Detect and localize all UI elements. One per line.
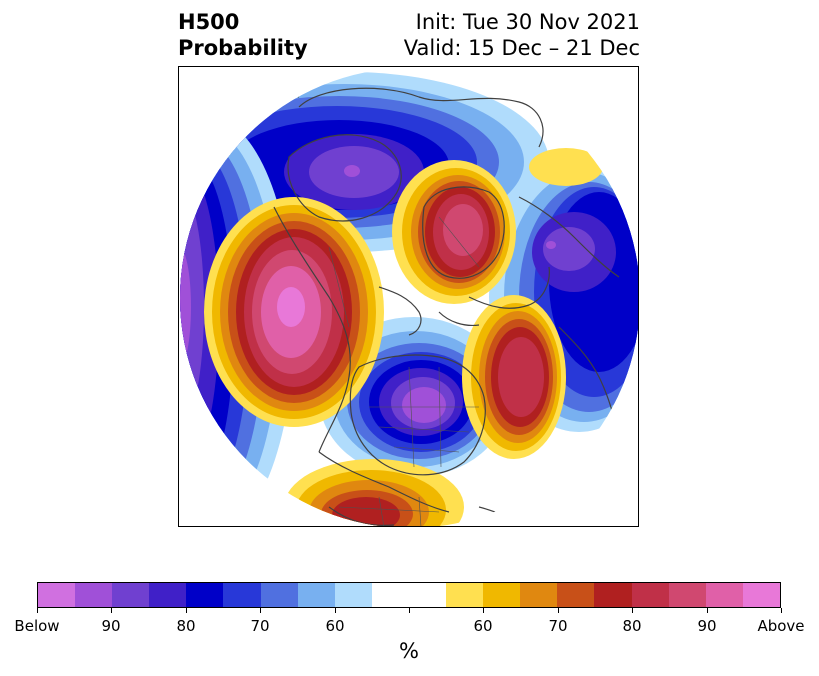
colorbar-tick (186, 608, 187, 613)
colorbar-tick-label: 60 (473, 617, 493, 635)
colorbar-segment (371, 583, 409, 607)
probability-map-svg (180, 68, 638, 526)
above-patch-northeast (529, 148, 603, 186)
colorbar-segment (112, 583, 150, 607)
above-anomaly-arctic (392, 160, 516, 304)
title-variable: H500 (178, 10, 240, 34)
map-dates: Init: Tue 30 Nov 2021 Valid: 15 Dec – 21… (404, 9, 640, 61)
colorbar-tick (632, 608, 633, 613)
above-anomaly-south (284, 459, 464, 526)
colorbar-segment (483, 583, 521, 607)
colorbar-segment (705, 583, 743, 607)
init-date: Init: Tue 30 Nov 2021 (415, 10, 640, 34)
colorbar-tick-label: 80 (176, 617, 196, 635)
colorbar-tick (409, 608, 410, 613)
colorbar-tick (483, 608, 484, 613)
colorbar-tick (111, 608, 112, 613)
map-title: H500 Probability (178, 9, 308, 61)
colorbar-segment (149, 583, 187, 607)
colorbar-tick (707, 608, 708, 613)
colorbar-tick-label: Below (14, 617, 60, 635)
colorbar-segment (557, 583, 595, 607)
colorbar-tick (335, 608, 336, 613)
valid-range: Valid: 15 Dec – 21 Dec (403, 36, 640, 60)
colorbar-segment (408, 583, 447, 607)
colorbar-tick-label: 70 (250, 617, 270, 635)
colorbar-segment (260, 583, 298, 607)
title-product: Probability (178, 36, 308, 60)
polar-map (178, 66, 639, 527)
colorbar-segment (297, 583, 335, 607)
colorbar (37, 582, 781, 608)
colorbar-tick (781, 608, 782, 613)
coastlines (238, 87, 620, 526)
colorbar-segment (520, 583, 558, 607)
colorbar-segment (334, 583, 372, 607)
colorbar-unit: % (399, 639, 419, 663)
borders (328, 216, 480, 526)
colorbar-tick (558, 608, 559, 613)
colorbar-tick-label: 80 (622, 617, 642, 635)
colorbar-segment (631, 583, 669, 607)
colorbar-tick-label: 90 (697, 617, 717, 635)
above-anomaly-atlantic (462, 295, 566, 459)
colorbar-tick-label: 60 (325, 617, 345, 635)
colorbar-segment (75, 583, 113, 607)
colorbar-segment (446, 583, 484, 607)
colorbar-tick (37, 608, 38, 613)
colorbar-tick-label: 90 (101, 617, 121, 635)
colorbar-segment (594, 583, 632, 607)
colorbar-segment (742, 583, 780, 607)
colorbar-segment (668, 583, 706, 607)
colorbar-segment (38, 583, 76, 607)
colorbar-segment (223, 583, 261, 607)
colorbar-tick-label: 70 (548, 617, 568, 635)
above-anomaly-west (204, 197, 384, 427)
colorbar-segment (186, 583, 224, 607)
colorbar-tick-label: Above (757, 617, 805, 635)
colorbar-tick (260, 608, 261, 613)
